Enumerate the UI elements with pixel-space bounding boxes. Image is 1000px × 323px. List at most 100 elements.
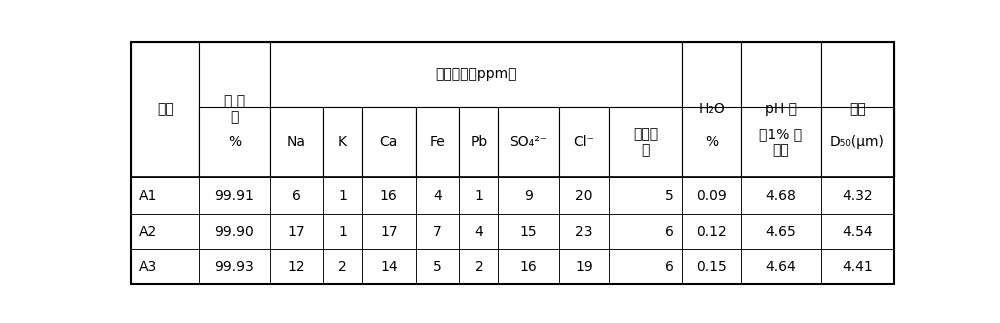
Bar bbox=[459, 249, 498, 285]
Text: 17: 17 bbox=[380, 225, 398, 239]
Text: Pb: Pb bbox=[470, 135, 488, 149]
Bar bbox=[199, 107, 270, 177]
Bar bbox=[199, 249, 270, 285]
Bar bbox=[362, 214, 416, 249]
Text: 16: 16 bbox=[520, 260, 537, 274]
Bar bbox=[270, 214, 323, 249]
Bar bbox=[459, 107, 498, 177]
Text: %: % bbox=[705, 135, 718, 149]
Bar bbox=[559, 214, 609, 249]
Text: 15: 15 bbox=[520, 225, 537, 239]
Bar bbox=[741, 42, 821, 177]
Bar bbox=[559, 249, 609, 285]
Text: 23: 23 bbox=[575, 225, 593, 239]
Bar bbox=[199, 177, 270, 214]
Bar bbox=[821, 214, 894, 249]
Text: H₂O: H₂O bbox=[698, 102, 725, 116]
Text: 粒径: 粒径 bbox=[849, 102, 866, 116]
Text: 4.65: 4.65 bbox=[765, 225, 796, 239]
Text: 6: 6 bbox=[665, 225, 674, 239]
Bar bbox=[416, 249, 459, 285]
Bar bbox=[131, 214, 199, 249]
Bar bbox=[741, 249, 821, 285]
Bar bbox=[416, 177, 459, 214]
Bar bbox=[270, 107, 323, 177]
Text: 1: 1 bbox=[474, 189, 483, 203]
Text: 17: 17 bbox=[287, 225, 305, 239]
Text: Na: Na bbox=[287, 135, 306, 149]
Text: 4.64: 4.64 bbox=[765, 260, 796, 274]
Text: 1: 1 bbox=[338, 225, 347, 239]
Text: K: K bbox=[338, 135, 347, 149]
Text: 12: 12 bbox=[287, 260, 305, 274]
Bar bbox=[459, 177, 498, 214]
Bar bbox=[821, 107, 894, 177]
Text: 4: 4 bbox=[433, 189, 442, 203]
Text: 4.68: 4.68 bbox=[765, 189, 796, 203]
Bar bbox=[682, 249, 741, 285]
Text: 14: 14 bbox=[380, 260, 398, 274]
Bar bbox=[131, 249, 199, 285]
Text: 4: 4 bbox=[475, 225, 483, 239]
Bar bbox=[199, 42, 270, 177]
Bar bbox=[559, 107, 609, 177]
Text: 6: 6 bbox=[292, 189, 301, 203]
Bar bbox=[416, 214, 459, 249]
Text: 99.93: 99.93 bbox=[215, 260, 254, 274]
Bar bbox=[270, 177, 323, 214]
Text: 0.09: 0.09 bbox=[696, 189, 727, 203]
Bar bbox=[498, 177, 559, 214]
Bar bbox=[682, 177, 741, 214]
Text: 4.32: 4.32 bbox=[842, 189, 873, 203]
Bar bbox=[323, 214, 362, 249]
Text: （1% 溶
液）: （1% 溶 液） bbox=[759, 127, 802, 157]
Bar bbox=[323, 177, 362, 214]
Bar bbox=[362, 107, 416, 177]
Bar bbox=[821, 42, 894, 177]
Text: 16: 16 bbox=[380, 189, 398, 203]
Bar bbox=[682, 42, 741, 177]
Bar bbox=[498, 107, 559, 177]
Text: A3: A3 bbox=[139, 260, 158, 274]
Bar bbox=[323, 107, 362, 177]
Bar bbox=[270, 249, 323, 285]
Text: Ca: Ca bbox=[380, 135, 398, 149]
Text: 9: 9 bbox=[524, 189, 533, 203]
Bar bbox=[609, 214, 682, 249]
Bar bbox=[199, 214, 270, 249]
Bar bbox=[821, 177, 894, 214]
Text: 7: 7 bbox=[433, 225, 442, 239]
Bar bbox=[131, 177, 199, 214]
Bar bbox=[131, 42, 199, 177]
Text: A2: A2 bbox=[139, 225, 158, 239]
Text: 99.90: 99.90 bbox=[215, 225, 254, 239]
Text: 1: 1 bbox=[338, 189, 347, 203]
Bar bbox=[416, 107, 459, 177]
Text: 2: 2 bbox=[338, 260, 347, 274]
Text: 序号: 序号 bbox=[157, 102, 174, 116]
Text: Cl⁻: Cl⁻ bbox=[574, 135, 595, 149]
Text: 酸不溶
物: 酸不溶 物 bbox=[633, 127, 658, 157]
Bar bbox=[323, 249, 362, 285]
Text: 5: 5 bbox=[665, 189, 674, 203]
Bar bbox=[741, 177, 821, 214]
Text: 5: 5 bbox=[433, 260, 442, 274]
Text: 19: 19 bbox=[575, 260, 593, 274]
Bar bbox=[498, 249, 559, 285]
Bar bbox=[682, 107, 741, 177]
Bar bbox=[270, 42, 682, 107]
Text: SO₄²⁻: SO₄²⁻ bbox=[510, 135, 548, 149]
Bar bbox=[741, 214, 821, 249]
Text: 2: 2 bbox=[475, 260, 483, 274]
Text: A1: A1 bbox=[139, 189, 158, 203]
Text: 20: 20 bbox=[575, 189, 593, 203]
Text: 4.54: 4.54 bbox=[842, 225, 873, 239]
Bar bbox=[609, 107, 682, 177]
Text: 6: 6 bbox=[665, 260, 674, 274]
Text: 4.41: 4.41 bbox=[842, 260, 873, 274]
Bar bbox=[609, 177, 682, 214]
Text: 主 含
量: 主 含 量 bbox=[224, 94, 245, 124]
Bar bbox=[459, 214, 498, 249]
Bar bbox=[559, 177, 609, 214]
Bar bbox=[498, 214, 559, 249]
